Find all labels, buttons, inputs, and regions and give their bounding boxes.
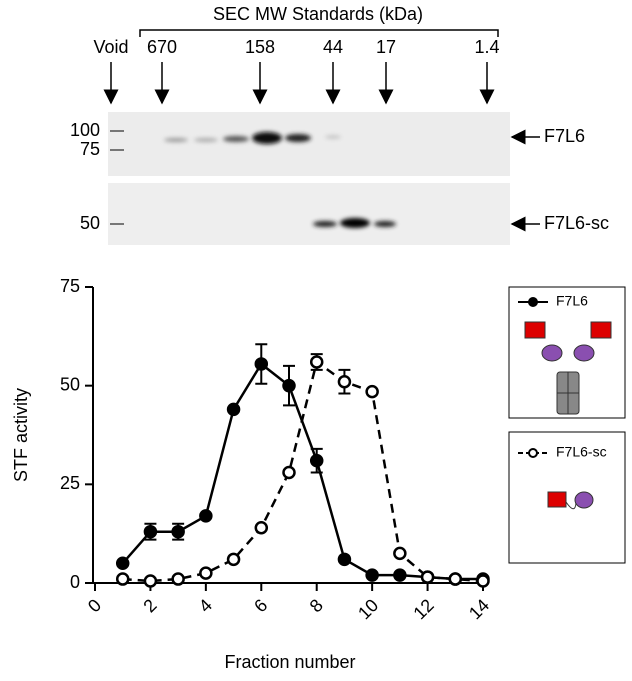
- legend-label: F7L6: [556, 293, 588, 309]
- x-tick-label: 10: [354, 595, 382, 623]
- x-tick-label: 12: [409, 595, 437, 623]
- mw-label: 100: [70, 120, 100, 140]
- series-line: [122, 359, 484, 583]
- data-point: [254, 357, 269, 371]
- legend-marker: [528, 448, 538, 458]
- data-point: [199, 566, 213, 580]
- data-point: [365, 568, 379, 582]
- band-label: F7L6-sc: [544, 213, 609, 233]
- data-point: [115, 556, 130, 571]
- marker-label: 1.4: [474, 37, 499, 57]
- x-axis-title: Fraction number: [224, 652, 355, 672]
- data-point: [282, 465, 296, 480]
- band-label: F7L6: [544, 126, 585, 146]
- y-tick-label: 0: [70, 572, 80, 592]
- data-point: [448, 572, 463, 586]
- x-tick-label: 0: [84, 595, 105, 616]
- series-line: [121, 362, 483, 581]
- mw-label: 75: [80, 139, 100, 159]
- marker-label: 670: [147, 37, 177, 57]
- y-axis-title: STF activity: [11, 388, 31, 482]
- bands: [164, 132, 396, 228]
- y-tick-label: 75: [60, 276, 80, 296]
- data-point: [476, 574, 490, 588]
- markers: Void 670 158 44 17 1.4: [93, 37, 500, 105]
- scfv-icon: [547, 491, 594, 510]
- data-point: [337, 552, 352, 567]
- data-point: [143, 524, 158, 539]
- data-point: [254, 520, 269, 535]
- data-point: [226, 402, 241, 417]
- data-point: [365, 384, 379, 399]
- x-tick-label: 4: [195, 595, 216, 616]
- x-tick-label: 6: [250, 595, 271, 616]
- data-point: [226, 552, 241, 567]
- y-tick-label: 25: [60, 473, 80, 493]
- data-point: [115, 572, 130, 586]
- data-point: [282, 378, 296, 393]
- data-point: [393, 568, 407, 582]
- data-point: [309, 453, 324, 468]
- marker-label: 17: [376, 37, 396, 57]
- blot-bottom: [108, 183, 510, 245]
- x-tick-label: 8: [306, 595, 327, 616]
- data-point: [393, 546, 407, 561]
- mw-label: 50: [80, 213, 100, 233]
- x-tick-label: 14: [465, 595, 493, 623]
- legend-label: F7L6-sc: [556, 444, 607, 460]
- antibody-icon: [524, 321, 612, 415]
- sec-title: SEC MW Standards (kDa): [213, 4, 423, 24]
- data-point: [143, 574, 158, 588]
- marker-label: Void: [93, 37, 128, 57]
- data-point: [171, 572, 185, 586]
- bracket: [139, 29, 499, 37]
- legend-box: [508, 286, 626, 419]
- x-tick-label: 2: [139, 595, 160, 616]
- data-point: [171, 524, 185, 539]
- marker-label: 44: [323, 37, 343, 57]
- y-tick-label: 50: [60, 374, 80, 394]
- data-point: [420, 570, 435, 584]
- marker-label: 158: [245, 37, 275, 57]
- data-point: [337, 374, 352, 389]
- data-point: [199, 509, 213, 523]
- legend-marker: [528, 297, 538, 307]
- data-point: [309, 355, 324, 369]
- blot-top: [108, 112, 510, 176]
